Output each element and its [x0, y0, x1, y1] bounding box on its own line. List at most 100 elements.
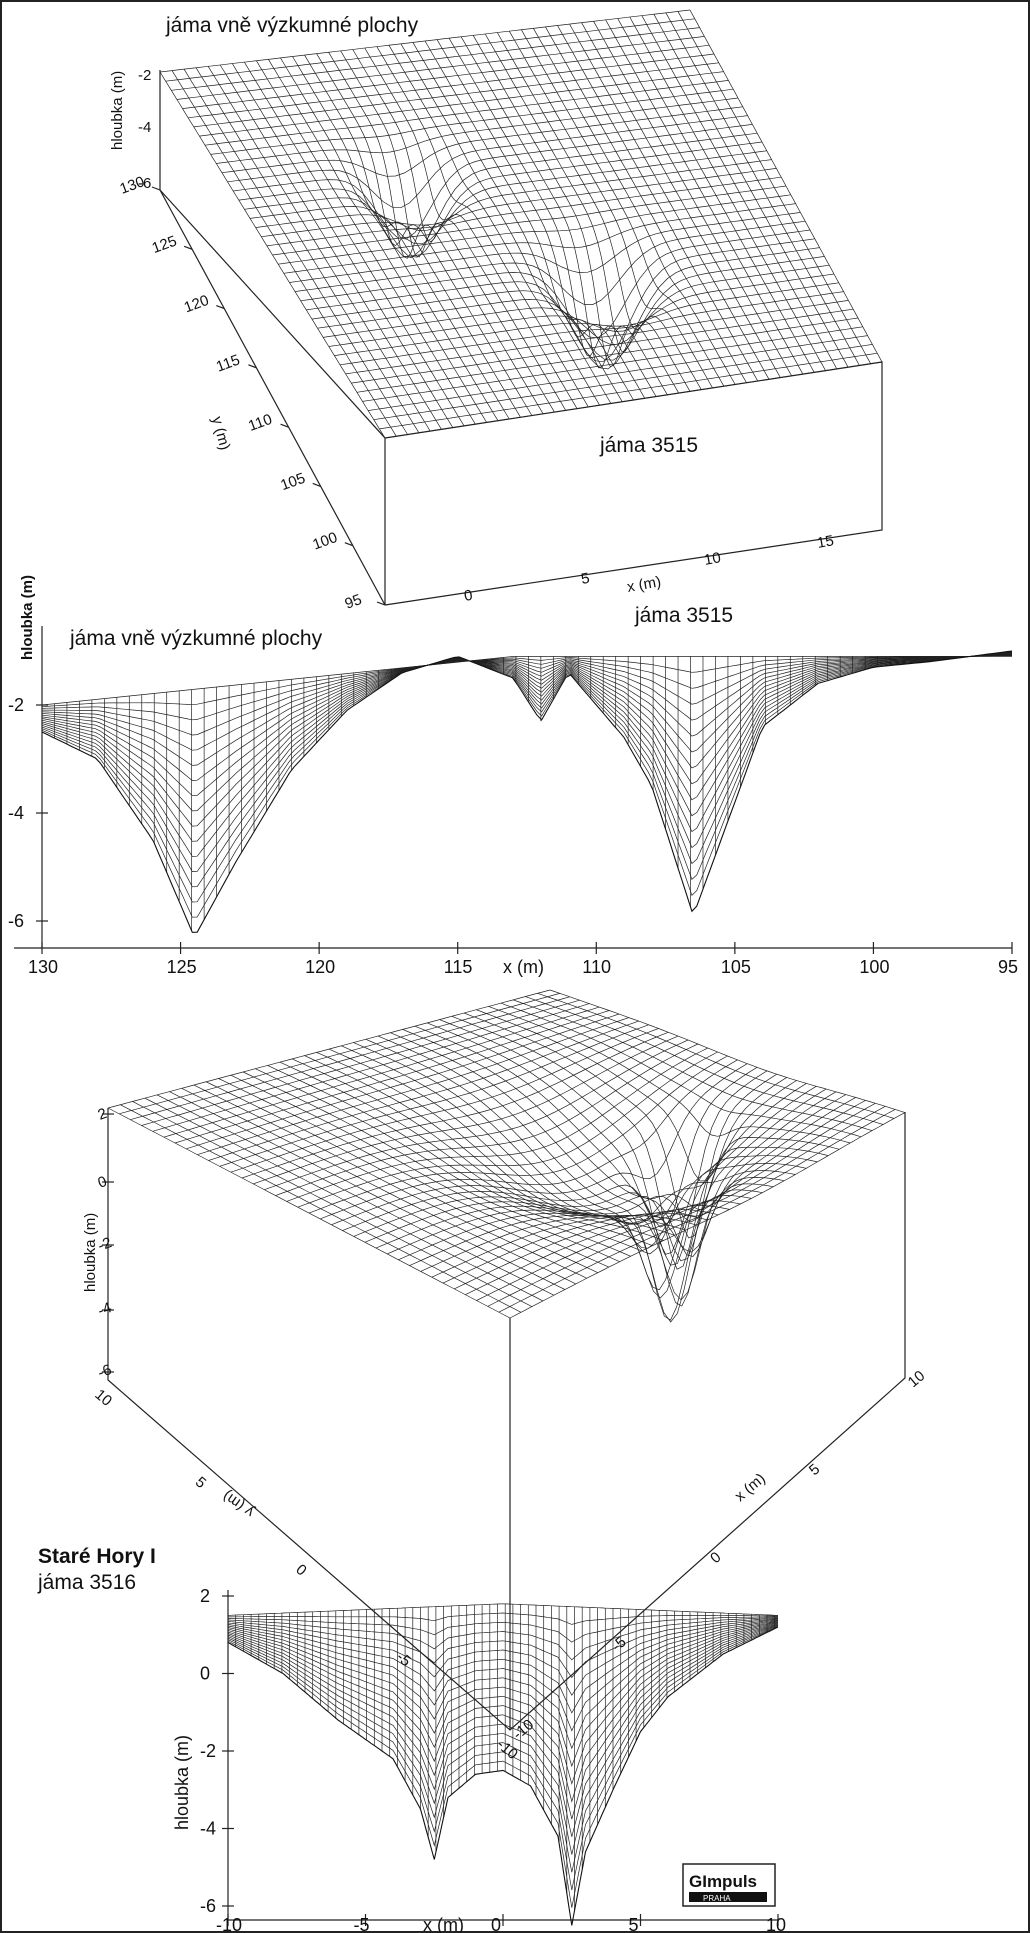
- panel1-mesh-line: [176, 36, 705, 100]
- panel3-mesh-line: [377, 1035, 752, 1321]
- panel3-mesh-line: [206, 1081, 598, 1274]
- panel1-y-tick: 120: [182, 292, 211, 317]
- panel2-mesh-line: [41, 653, 1013, 827]
- panel1-x-tick: 0: [463, 587, 474, 605]
- panel3-mesh-line: [163, 1006, 600, 1138]
- panel4-mesh-line: [227, 1621, 779, 1785]
- panel3-mesh-line: [537, 992, 895, 1119]
- panel1-x-tick: 5: [580, 570, 591, 588]
- panel4-mesh-line: [227, 1620, 779, 1768]
- panel2-annotation-2: jáma 3515: [634, 604, 733, 627]
- panel2-x-tick: 125: [167, 957, 197, 977]
- panel1-y-tick: 115: [214, 351, 242, 375]
- panel1-mesh-line: [266, 176, 782, 247]
- panel3-mesh-line: [169, 1091, 566, 1290]
- panel1-front-side: [384, 361, 883, 606]
- panel3-mesh-line: [152, 1003, 590, 1132]
- panel3-mesh-line: [431, 1091, 837, 1301]
- panel2-mesh-line: [41, 655, 1012, 708]
- panel3-mesh-line: [141, 999, 580, 1126]
- panel3-mesh-line: [342, 1067, 758, 1231]
- panel1-mesh-line: [351, 308, 854, 384]
- panel4-mesh-line: [227, 1626, 779, 1926]
- panel2-y-tick: -2: [8, 695, 24, 715]
- panel4-mesh-line: [227, 1623, 779, 1837]
- panel2-mesh-line: [41, 655, 1013, 721]
- panel1-mesh-line: [171, 27, 700, 91]
- panel1-mesh-line: [362, 326, 863, 402]
- panel1-y-tick: 95: [343, 591, 364, 613]
- panel4-x-tick: -5: [354, 1915, 370, 1933]
- panel1-mesh-line: [199, 71, 724, 137]
- panel1-annotation-2: jáma 3515: [599, 434, 698, 457]
- panel2-mesh-line: [41, 650, 1013, 918]
- panel1-mesh-line: [244, 141, 763, 258]
- panel2-mesh-line: [41, 652, 1013, 872]
- panel3-y-tick: 0: [292, 1561, 309, 1579]
- panel2-y-ticks: -2 -4 -6: [8, 695, 48, 931]
- panel3-mesh-line: [264, 1039, 689, 1191]
- panel1-mesh-line: [379, 352, 878, 430]
- panel2-x-tick: 95: [998, 957, 1018, 977]
- panel3-mesh-line: [442, 1094, 846, 1284]
- panel4-mesh-line: [227, 1622, 779, 1820]
- panel3-mesh-line: [454, 1097, 856, 1290]
- panel4-x-label: x (m): [423, 1915, 464, 1933]
- panel2-annotation-1: jáma vně výzkumné plochy: [69, 627, 323, 650]
- panel1-mesh-line: [311, 247, 820, 370]
- panel2-mesh-line: [41, 651, 1013, 888]
- panel1-x-ticks: 0 5 10 15: [463, 532, 835, 605]
- panel4-mesh-line: [227, 1624, 779, 1873]
- panel4-y-tick: -2: [200, 1741, 216, 1761]
- panel4-mesh-line: [227, 1618, 779, 1714]
- panel1-mesh-line: [345, 300, 849, 375]
- panel4-mesh-line: [227, 1624, 779, 1855]
- panel2-mesh-line: [41, 654, 1013, 766]
- panel1-mesh-line: [294, 220, 806, 305]
- panel3-mesh-line: [498, 1109, 896, 1313]
- panel1-y-tick-mark: [344, 542, 354, 547]
- panel2-x-tick: 100: [859, 957, 889, 977]
- panel4-profile: Staré Hory I jáma 3516 hloubka (m) 2 0 -2 -…: [37, 1545, 786, 1933]
- panel4-mesh-line: [227, 1616, 778, 1643]
- panel3-mesh-line: [186, 1013, 620, 1150]
- panel1-3d-block: jáma vně výzkumné plochy jáma 3515 hloub…: [109, 9, 883, 613]
- panel3-x-tick: 10: [905, 1367, 929, 1391]
- panel2-mesh-line: [41, 656, 1012, 706]
- panel3-mesh-line: [181, 1087, 576, 1285]
- panel2-x-tick: 130: [28, 957, 58, 977]
- panel4-y-label: hloubka (m): [172, 1735, 192, 1830]
- panel1-mesh-line: [317, 256, 825, 361]
- panel4-x-ticks: -10 -5 0 5 10: [216, 1914, 786, 1933]
- panel4-mesh-line: [227, 1603, 779, 1616]
- panel4-y-tick: 2: [200, 1586, 210, 1606]
- logo-text: GImpuls: [689, 1872, 757, 1891]
- panel1-mesh-line: [334, 282, 839, 356]
- panel2-mesh-line: [41, 652, 1013, 842]
- panel1-z-tick: -4: [138, 119, 151, 136]
- panel4-mesh-line: [227, 1616, 779, 1661]
- panel1-y-tick-mark: [280, 423, 289, 428]
- panel1-mesh-line: [373, 344, 873, 421]
- panel3-mesh-line: [513, 999, 873, 1131]
- panel1-mesh-line: [216, 97, 739, 164]
- panel3-mesh: [107, 989, 906, 1323]
- panel1-z-tick: -2: [138, 67, 151, 84]
- panel3-mesh-line: [353, 1070, 768, 1266]
- panel1-mesh-line: [339, 291, 844, 366]
- panel3-z-tick: -2: [96, 1234, 114, 1255]
- panel2-mesh: [41, 650, 1013, 933]
- panel2-x-ticks: 130 125 120 115 110 105 100 95: [28, 942, 1018, 977]
- panel3-z-tick: -4: [96, 1299, 114, 1320]
- panel3-z-tick: -6: [96, 1361, 114, 1382]
- panel1-mesh-line: [300, 229, 811, 339]
- panel4-mesh: [227, 1603, 779, 1926]
- panel4-mesh-line: [227, 1620, 779, 1750]
- panel1-y-tick: 110: [246, 411, 274, 435]
- panel2-mesh-line: [41, 653, 1013, 812]
